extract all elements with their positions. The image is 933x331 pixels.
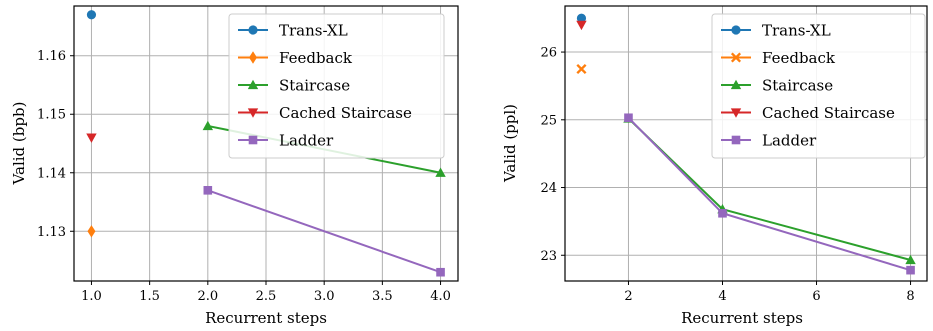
- legend-entry: Feedback: [721, 49, 836, 67]
- x-tick-label: 2: [624, 289, 632, 304]
- data-point: [576, 20, 587, 31]
- legend-marker: [248, 25, 258, 35]
- legend-marker: [249, 51, 257, 64]
- x-tick-label: 1.0: [81, 289, 102, 304]
- legend-entry: Cached Staircase: [721, 104, 895, 122]
- legend-label: Staircase: [279, 77, 350, 95]
- plot-frame: [73, 5, 459, 282]
- x-tick-label: 1.5: [139, 289, 160, 304]
- x-tick-label: 6: [812, 289, 820, 304]
- data-point: [86, 10, 97, 20]
- plot-frame: [564, 5, 928, 282]
- legend-marker: [247, 108, 259, 118]
- series-feedback: [87, 225, 96, 238]
- legend-entry: Cached Staircase: [238, 104, 412, 122]
- y-tick-label: 1.14: [37, 166, 66, 181]
- y-axis-label: Valid (bpb): [10, 102, 28, 186]
- data-point: [624, 113, 633, 123]
- data-point: [905, 254, 916, 265]
- legend-label: Ladder: [762, 132, 817, 150]
- x-tick-label: 8: [906, 289, 914, 304]
- y-tick-label: 24: [540, 181, 557, 196]
- legend-1: Trans-XL Feedback Staircase Cached Staircas…: [228, 13, 445, 159]
- series-cached-staircase: [576, 20, 587, 31]
- series-trans-xl: [86, 10, 97, 20]
- series-ladder: [203, 186, 445, 277]
- chart-panel-1: 1.0 1.5 2.0 2.5 3.0 3.5 4.0 1.13 1.14 1.15 1.16 Rec…: [10, 5, 459, 327]
- legend-label: Feedback: [762, 49, 836, 67]
- x-axis-label: Recurrent steps: [681, 309, 803, 327]
- x-tick-label: 4: [718, 289, 726, 304]
- legend-entry: Trans-XL: [238, 22, 348, 40]
- legend-entry: Ladder: [721, 132, 817, 150]
- legend-entry: Ladder: [238, 132, 334, 150]
- legend-entry: Trans-XL: [721, 22, 831, 40]
- y-tick-label: 25: [540, 113, 557, 128]
- data-point: [718, 208, 727, 218]
- x-tick-label: 3.5: [372, 289, 393, 304]
- legend-box: [228, 13, 445, 159]
- legend-marker: [731, 135, 741, 145]
- legend-marker: [248, 135, 258, 145]
- legend-2: Trans-XL Feedback Staircase Cached Staircas…: [711, 13, 926, 159]
- series-feedback: [576, 63, 587, 75]
- legend-label: Cached Staircase: [279, 104, 412, 122]
- legend-marker: [730, 52, 742, 63]
- legend-label: Trans-XL: [762, 22, 831, 40]
- y-tick-label: 1.15: [37, 108, 66, 123]
- legend-label: Ladder: [279, 132, 334, 150]
- data-point: [576, 13, 587, 23]
- legend-label: Trans-XL: [279, 22, 348, 40]
- legend-marker: [247, 79, 259, 90]
- series-trans-xl: [576, 13, 587, 23]
- data-point: [87, 225, 96, 238]
- x-tick-label: 2.0: [197, 289, 218, 304]
- legend-marker: [730, 79, 742, 90]
- legend-entry: Staircase: [721, 77, 833, 95]
- x-tick-label: 3.0: [314, 289, 335, 304]
- data-point: [203, 186, 213, 195]
- data-point: [435, 167, 446, 177]
- x-axis-label: Recurrent steps: [205, 309, 327, 327]
- x-tick-label: 4.0: [430, 289, 451, 304]
- y-tick-label: 1.16: [37, 49, 66, 64]
- x-tick-label: 2.5: [256, 289, 277, 304]
- y-tick-label: 1.13: [37, 225, 66, 240]
- data-point: [202, 120, 214, 131]
- legend-entry: Feedback: [238, 49, 353, 67]
- data-point: [86, 133, 97, 143]
- legend-label: Staircase: [762, 77, 833, 95]
- legend-marker: [731, 25, 741, 35]
- y-tick-label: 23: [540, 249, 557, 264]
- data-point: [576, 63, 587, 75]
- legend-label: Cached Staircase: [762, 104, 895, 122]
- legend-marker: [730, 108, 742, 118]
- legend-box: [711, 13, 926, 159]
- legend-entry: Staircase: [238, 77, 350, 95]
- y-tick-label: 26: [540, 46, 557, 61]
- legend-label: Feedback: [279, 49, 353, 67]
- series-cached-staircase: [86, 133, 97, 143]
- data-point: [906, 265, 915, 275]
- data-point: [436, 267, 445, 277]
- series-line: [207, 189, 441, 274]
- y-axis-label: Valid (ppl): [501, 104, 519, 183]
- series-ladder: [624, 113, 915, 275]
